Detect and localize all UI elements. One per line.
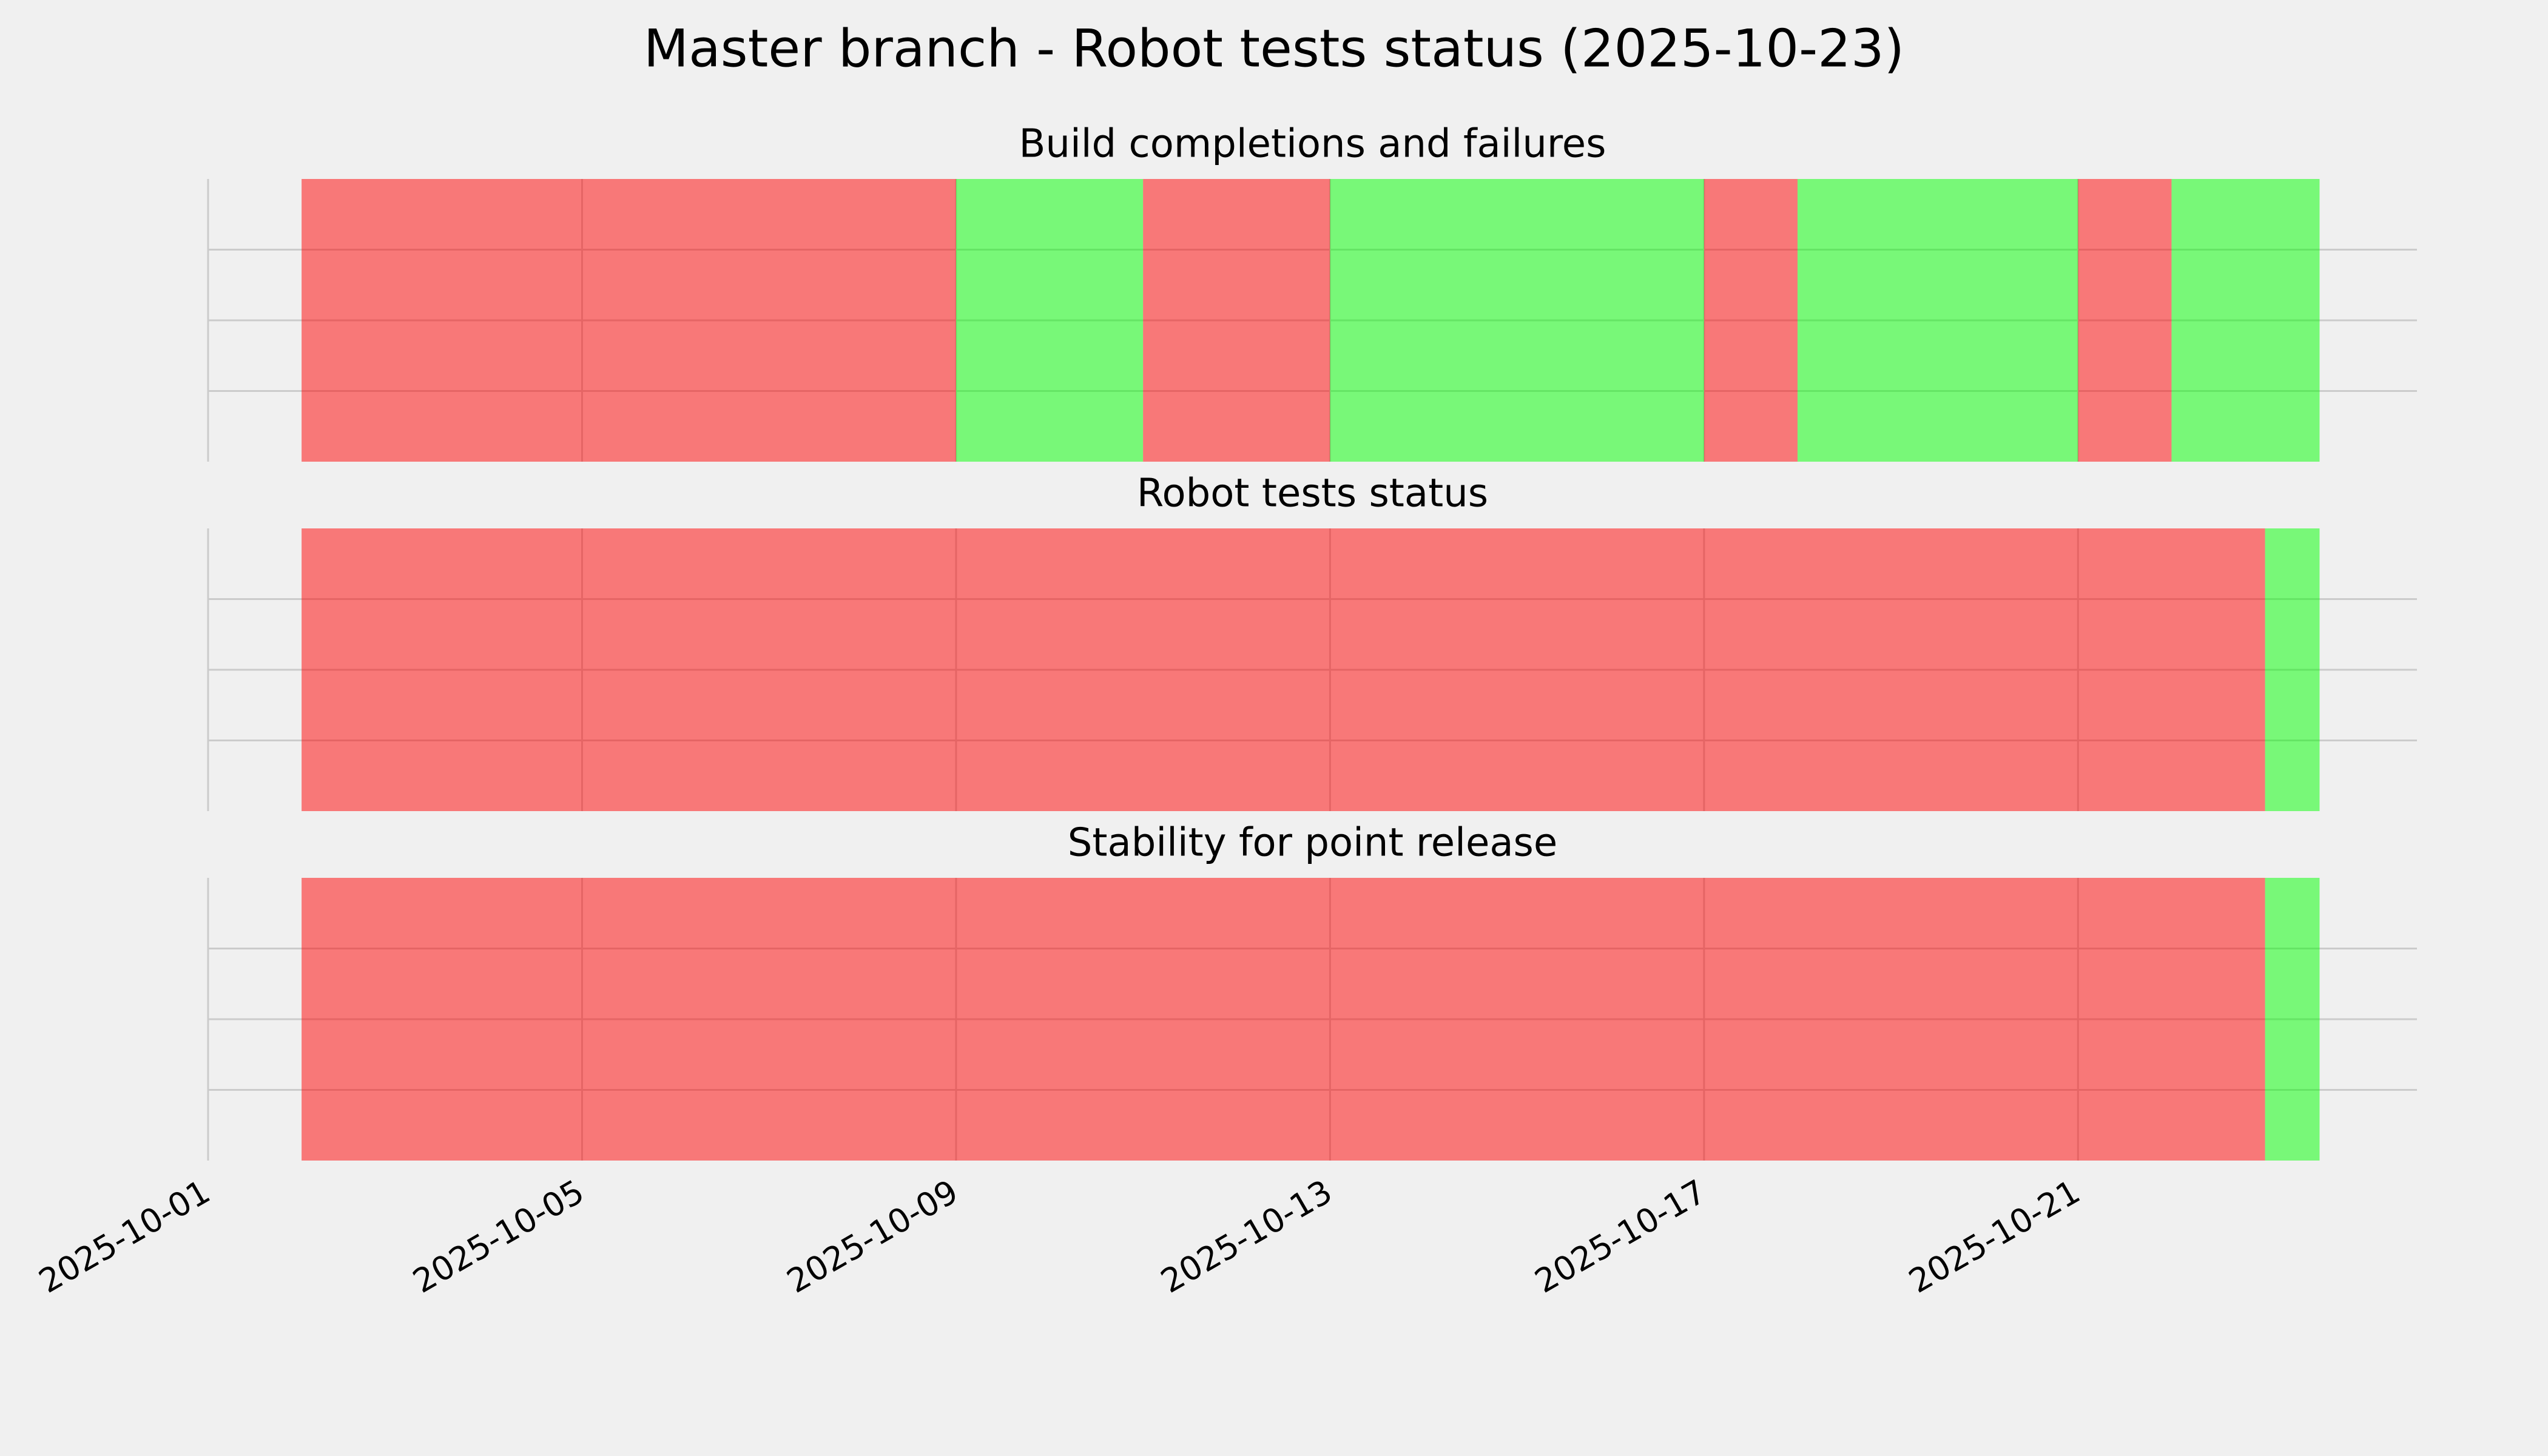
status-span: [302, 528, 2265, 811]
status-span: [302, 878, 2265, 1161]
status-span: [1143, 179, 1330, 462]
subplot-title: Robot tests status: [1137, 471, 1488, 516]
status-span: [1704, 179, 1798, 462]
subplot-title: Stability for point release: [1068, 821, 1558, 866]
chart-title: Master branch - Robot tests status (2025…: [644, 18, 1904, 79]
status-span: [2171, 179, 2320, 462]
status-span: [2265, 878, 2320, 1161]
status-span: [2265, 528, 2320, 811]
status-span: [2078, 179, 2172, 462]
status-span: [1797, 179, 2078, 462]
status-span: [956, 179, 1144, 462]
subplot-title: Build completions and failures: [1019, 122, 1606, 167]
status-span: [1330, 179, 1704, 462]
status-span: [302, 179, 956, 462]
